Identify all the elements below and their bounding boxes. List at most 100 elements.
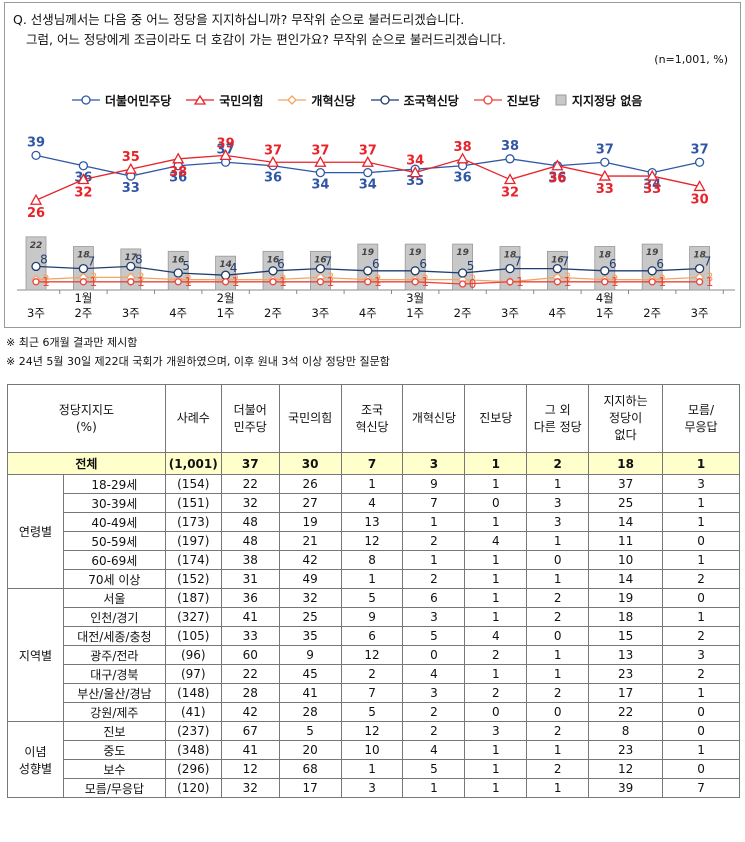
label-ppp-5: 37 — [264, 143, 282, 158]
row-n: (174) — [164, 550, 222, 570]
x-label-14: 3주 — [691, 306, 709, 320]
label-reform-12: 2 — [611, 273, 619, 287]
cell-value: 18 — [588, 607, 664, 627]
cell-value: 10 — [588, 550, 664, 570]
cell-value: 7 — [340, 683, 404, 703]
cell-value: 0 — [662, 702, 740, 722]
row-n: (105) — [164, 626, 222, 646]
question-line-1: Q. 선생님께서는 다음 중 어느 정당을 지지하십니까? 무작위 순으로 불러… — [13, 12, 465, 27]
row-label: 30-39세 — [62, 493, 166, 513]
point-progressive-13 — [648, 278, 656, 286]
table-header-5: 개혁신당 — [402, 384, 466, 453]
label-ppp-14: 30 — [691, 192, 709, 207]
cell-value: 1 — [526, 740, 590, 760]
label-dem-7: 34 — [359, 178, 377, 193]
cell-value: 41 — [220, 740, 280, 760]
point-ppp-8 — [409, 166, 422, 178]
cell-value: 11 — [588, 531, 664, 551]
cell-value: 4 — [340, 493, 404, 513]
x-label-6: 3주 — [311, 306, 329, 320]
row-n: (173) — [164, 512, 222, 532]
month-label-12: 4월 — [596, 291, 614, 305]
cell-value: 0 — [662, 531, 740, 551]
label-reform-5: 2 — [279, 273, 287, 287]
row-label: 70세 이상 — [62, 569, 166, 589]
cell-value: 19 — [588, 588, 664, 608]
x-label-0: 3주 — [27, 306, 45, 320]
cell-value: 1 — [662, 607, 740, 627]
table-row: 보수 (296) 12 68 1 5 1 2 12 0 — [8, 759, 740, 779]
cell-value: 1 — [464, 740, 528, 760]
legend-label-ppp: 국민의힘 — [219, 93, 264, 108]
bar-label-none-2: 17 — [125, 253, 138, 263]
label-ppp-4: 39 — [217, 136, 235, 151]
x-label-5: 2주 — [264, 306, 282, 320]
cell-value: 20 — [278, 740, 342, 760]
month-label-4: 2월 — [217, 291, 235, 305]
row-n: (348) — [164, 740, 222, 760]
cell-value: 2 — [526, 759, 590, 779]
label-ppp-0: 26 — [27, 206, 45, 221]
label-progressive-4: 1 — [232, 275, 240, 289]
legend-item-rebuild: 조국혁신당 — [370, 92, 459, 109]
point-progressive-0 — [32, 278, 40, 286]
cell-value: 3 — [464, 721, 528, 741]
cell-value: 0 — [464, 493, 528, 513]
question-line-2: 그럼, 어느 정당에게 조금이라도 더 호감이 가는 편인가요? 무작위 순으로… — [26, 32, 506, 47]
x-label-13: 2주 — [643, 306, 661, 320]
row-n: (154) — [164, 474, 222, 494]
row-label: 강원/제주 — [62, 702, 166, 722]
point-ppp-0 — [29, 193, 43, 205]
cell-value: 41 — [220, 607, 280, 627]
row-n: (151) — [164, 493, 222, 513]
cell-value: 22 — [588, 702, 664, 722]
cell-value: 36 — [220, 588, 280, 608]
label-reform-8: 2 — [421, 273, 429, 287]
x-label-9: 2주 — [454, 306, 472, 320]
row-label: 대전/세종/충청 — [62, 626, 166, 646]
bar-label-none-3: 16 — [172, 255, 185, 265]
cell-value: 1 — [662, 493, 740, 513]
cell-value: 30 — [278, 452, 342, 475]
cell-value: 2 — [402, 721, 466, 741]
label-reform-4: 2 — [232, 273, 240, 287]
x-label-12: 1주 — [596, 306, 614, 320]
legend-label-dem: 더불어민주당 — [105, 93, 172, 108]
row-n: (327) — [164, 607, 222, 627]
table-header-9: 모름/무응답 — [662, 384, 740, 453]
point-ppp-10 — [503, 173, 517, 185]
row-n: (237) — [164, 721, 222, 741]
row-label: 중도 — [62, 740, 166, 760]
cell-value: 33 — [220, 626, 280, 646]
row-n: (187) — [164, 588, 222, 608]
row-n: (296) — [164, 759, 222, 779]
label-ppp-6: 37 — [311, 143, 329, 158]
label-progressive-7: 1 — [374, 275, 382, 289]
cell-value: 32 — [220, 493, 280, 513]
cell-value: 1 — [662, 452, 740, 475]
group-label-0: 연령별 — [7, 474, 64, 589]
table-row: 모름/무응답 (120) 32 17 3 1 1 1 39 7 — [8, 778, 740, 798]
cell-value: 19 — [278, 512, 342, 532]
cell-value: 1 — [662, 683, 740, 703]
point-ppp-1 — [77, 173, 90, 185]
legend-swatch-reform — [278, 95, 307, 105]
cell-value: 17 — [588, 683, 664, 703]
cell-value: 18 — [588, 452, 664, 475]
label-progressive-5: 1 — [279, 275, 287, 289]
x-label-7: 4주 — [359, 306, 377, 320]
point-ppp-6 — [314, 155, 327, 167]
cell-value: 68 — [278, 759, 342, 779]
label-dem-3: 36 — [169, 171, 187, 186]
label-dem-2: 33 — [122, 181, 140, 196]
cell-value: 0 — [662, 588, 740, 608]
cell-value: 6 — [402, 588, 466, 608]
label-ppp-11: 36 — [548, 172, 566, 187]
table-row: 60-69세 (174) 38 42 8 1 1 0 10 1 — [8, 550, 740, 570]
table-row: 부산/울산/경남 (148) 28 41 7 3 2 2 17 1 — [8, 683, 740, 703]
cell-value: 48 — [220, 512, 280, 532]
group-label-1: 지역별 — [7, 588, 64, 722]
row-n: (41) — [164, 702, 222, 722]
cell-value: 1 — [464, 778, 528, 798]
